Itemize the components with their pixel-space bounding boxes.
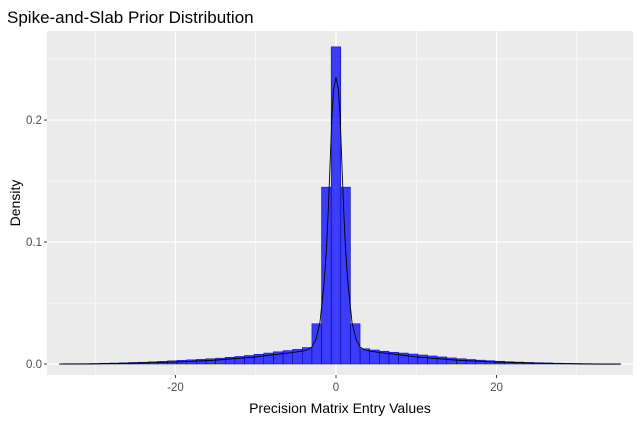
y-tick-label: 0.0 (26, 359, 42, 371)
x-tick-label: 20 (490, 382, 503, 394)
histogram-bar-42 (465, 359, 476, 365)
x-axis-ticks: -20 0 20 (167, 375, 503, 394)
histogram-bar-41 (456, 358, 467, 365)
y-axis-ticks: 0.0 0.1 0.2 (26, 115, 47, 371)
histogram-bar-27 (321, 186, 332, 365)
y-tick-label: 0.1 (26, 237, 42, 249)
histogram-bar-28 (330, 46, 342, 365)
histogram-bar-29 (340, 186, 351, 365)
y-tick-label: 0.2 (26, 115, 42, 127)
chart-title: Spike-and-Slab Prior Distribution (7, 8, 254, 27)
histogram-bar-15 (205, 358, 216, 365)
histogram-bar-39 (436, 356, 448, 365)
density-line (59, 77, 621, 365)
histogram-bar-37 (417, 354, 428, 365)
histogram-bar-14 (196, 359, 207, 365)
histogram-bar-30 (350, 323, 361, 365)
y-axis-title: Density (7, 180, 23, 227)
x-tick-label: 0 (333, 382, 339, 394)
histogram-bar-36 (407, 353, 419, 365)
x-tick-label: -20 (167, 382, 184, 394)
histogram-bar-40 (446, 357, 457, 365)
x-axis-title: Precision Matrix Entry Values (249, 400, 431, 416)
histogram-bar-13 (186, 359, 197, 365)
histogram-bar-38 (427, 355, 438, 365)
